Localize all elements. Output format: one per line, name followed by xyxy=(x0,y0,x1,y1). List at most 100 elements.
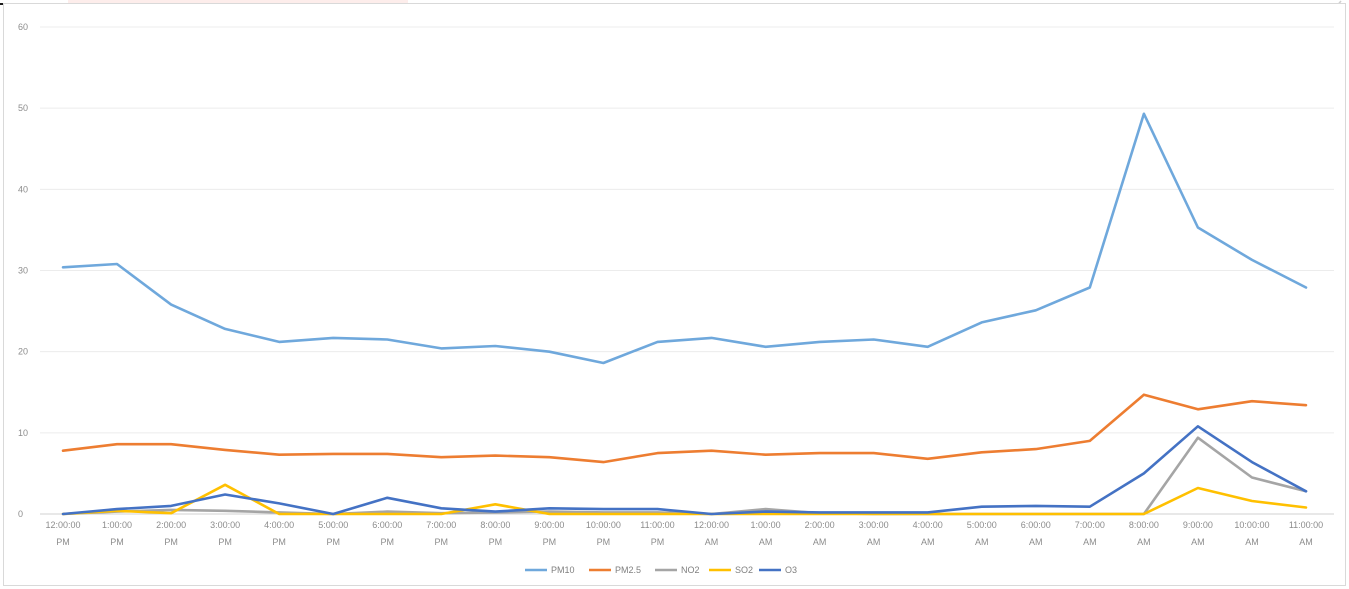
series-no2 xyxy=(61,436,1308,516)
x-tick-label: 12:00:00 AM xyxy=(694,520,729,547)
x-tick-label: 11:00:00 PM xyxy=(640,520,674,547)
series-o3 xyxy=(61,424,1308,516)
legend-label: PM2.5 xyxy=(615,565,641,575)
series-line xyxy=(61,393,1308,464)
x-tick-time: 7:00:00 xyxy=(1075,520,1105,530)
x-tick-meridiem: AM xyxy=(975,537,989,547)
series-line xyxy=(61,112,1308,365)
x-tick-meridiem: AM xyxy=(1191,537,1205,547)
x-tick-time: 4:00:00 xyxy=(913,520,943,530)
x-tick-meridiem: AM xyxy=(759,537,773,547)
legend-item: O3 xyxy=(759,565,797,575)
x-tick-label: 10:00:00 AM xyxy=(1234,520,1269,547)
x-tick-meridiem: AM xyxy=(705,537,719,547)
x-tick-meridiem: PM xyxy=(651,537,665,547)
chart-frame xyxy=(3,3,1346,586)
x-tick-meridiem: PM xyxy=(435,537,449,547)
x-tick-label: 12:00:00 PM xyxy=(45,520,80,547)
x-tick-meridiem: AM xyxy=(1299,537,1313,547)
x-tick-label: 6:00:00 AM xyxy=(1021,520,1051,547)
x-tick-time: 3:00:00 xyxy=(859,520,889,530)
x-tick-label: 3:00:00 PM xyxy=(210,520,240,547)
series-line xyxy=(61,483,1308,516)
x-tick-time: 11:00:00 xyxy=(1289,520,1323,530)
x-tick-time: 8:00:00 xyxy=(1129,520,1159,530)
x-tick-label: 5:00:00 AM xyxy=(967,520,997,547)
y-tick-label: 50 xyxy=(18,103,28,113)
legend-item: PM2.5 xyxy=(589,565,641,575)
x-tick-meridiem: PM xyxy=(489,537,503,547)
x-tick-label: 1:00:00 PM xyxy=(102,520,132,547)
x-tick-meridiem: PM xyxy=(272,537,286,547)
legend-label: SO2 xyxy=(735,565,753,575)
x-tick-time: 2:00:00 xyxy=(805,520,835,530)
x-tick-time: 8:00:00 xyxy=(480,520,510,530)
x-tick-meridiem: AM xyxy=(813,537,827,547)
series-pm2-5 xyxy=(61,393,1308,464)
legend-item: NO2 xyxy=(655,565,700,575)
x-tick-time: 11:00:00 xyxy=(640,520,674,530)
x-tick-time: 12:00:00 xyxy=(694,520,729,530)
x-tick-meridiem: AM xyxy=(1137,537,1151,547)
x-tick-time: 4:00:00 xyxy=(264,520,294,530)
x-tick-label: 2:00:00 PM xyxy=(156,520,186,547)
x-tick-time: 5:00:00 xyxy=(318,520,348,530)
series-pm10 xyxy=(61,112,1308,365)
x-tick-time: 7:00:00 xyxy=(426,520,456,530)
x-tick-time: 10:00:00 xyxy=(1234,520,1269,530)
x-tick-time: 9:00:00 xyxy=(1183,520,1213,530)
x-tick-time: 2:00:00 xyxy=(156,520,186,530)
x-tick-meridiem: PM xyxy=(543,537,557,547)
legend-label: O3 xyxy=(785,565,797,575)
x-tick-label: 6:00:00 PM xyxy=(372,520,402,547)
x-tick-meridiem: PM xyxy=(218,537,232,547)
series-line xyxy=(61,424,1308,516)
x-tick-label: 8:00:00 AM xyxy=(1129,520,1159,547)
legend-label: PM10 xyxy=(551,565,575,575)
x-tick-label: 4:00:00 PM xyxy=(264,520,294,547)
x-tick-time: 12:00:00 xyxy=(45,520,80,530)
x-tick-meridiem: PM xyxy=(164,537,178,547)
series-line xyxy=(61,436,1308,516)
legend: PM10 PM2.5 NO2 SO2 O3 xyxy=(525,565,797,575)
x-tick-time: 1:00:00 xyxy=(751,520,781,530)
legend-item: PM10 xyxy=(525,565,575,575)
y-tick-label: 20 xyxy=(18,347,28,357)
x-tick-label: 10:00:00 PM xyxy=(586,520,621,547)
x-tick-time: 6:00:00 xyxy=(372,520,402,530)
x-tick-meridiem: PM xyxy=(381,537,395,547)
x-tick-time: 6:00:00 xyxy=(1021,520,1051,530)
legend-item: SO2 xyxy=(709,565,753,575)
x-tick-label: 5:00:00 PM xyxy=(318,520,348,547)
x-tick-meridiem: PM xyxy=(597,537,611,547)
x-tick-label: 4:00:00 AM xyxy=(913,520,943,547)
gridlines xyxy=(40,26,1334,515)
y-tick-label: 10 xyxy=(18,428,28,438)
x-tick-time: 3:00:00 xyxy=(210,520,240,530)
x-tick-label: 11:00:00 AM xyxy=(1289,520,1323,547)
x-tick-label: 2:00:00 AM xyxy=(805,520,835,547)
x-tick-label: 3:00:00 AM xyxy=(859,520,889,547)
x-tick-meridiem: PM xyxy=(110,537,124,547)
x-tick-meridiem: AM xyxy=(1029,537,1043,547)
x-tick-meridiem: AM xyxy=(1083,537,1097,547)
x-tick-time: 5:00:00 xyxy=(967,520,997,530)
x-tick-time: 1:00:00 xyxy=(102,520,132,530)
x-tick-label: 1:00:00 AM xyxy=(751,520,781,547)
x-tick-time: 10:00:00 xyxy=(586,520,621,530)
y-tick-label: 60 xyxy=(18,22,28,32)
x-tick-meridiem: PM xyxy=(56,537,70,547)
x-tick-label: 9:00:00 PM xyxy=(534,520,564,547)
x-axis-ticks: 12:00:00PM1:00:00PM2:00:00PM3:00:00PM4:0… xyxy=(45,520,1323,547)
x-tick-time: 9:00:00 xyxy=(534,520,564,530)
legend-label: NO2 xyxy=(681,565,700,575)
x-tick-meridiem: AM xyxy=(921,537,935,547)
x-tick-meridiem: PM xyxy=(326,537,340,547)
x-tick-label: 9:00:00 AM xyxy=(1183,520,1213,547)
series-lines xyxy=(61,112,1308,516)
x-tick-label: 7:00:00 PM xyxy=(426,520,456,547)
x-tick-meridiem: AM xyxy=(867,537,881,547)
y-axis-ticks: 0 10 20 30 40 50 60 xyxy=(18,22,28,519)
x-tick-meridiem: AM xyxy=(1245,537,1259,547)
